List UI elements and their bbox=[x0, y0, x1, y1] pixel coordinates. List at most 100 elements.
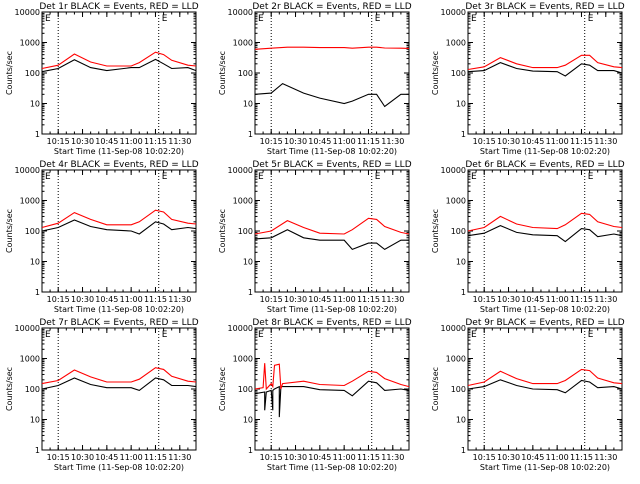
series-events-line bbox=[254, 380, 410, 418]
series-events-line bbox=[41, 219, 197, 235]
y-tick-label: 1 bbox=[461, 288, 466, 297]
panel-3: Det 3r BLACK = Events, RED = LLD 1 10 100 10… bbox=[431, 2, 625, 156]
panel-title: Det 7r BLACK = Events, RED = LLD bbox=[39, 318, 198, 328]
y-tick-label: 10000 bbox=[15, 166, 40, 175]
x-axis-label: Start Time (11-Sep-08 10:02:20) bbox=[54, 305, 184, 314]
x-axis-label: Start Time (11-Sep-08 10:02:20) bbox=[54, 147, 184, 156]
y-tick-label: 1000 bbox=[20, 39, 40, 48]
y-axis-label: Counts/sec bbox=[5, 209, 14, 253]
x-tick-label: 10:30 bbox=[497, 137, 520, 146]
x-tick-label: 10:45 bbox=[95, 295, 118, 304]
x-tick-label: 11:00 bbox=[333, 137, 356, 146]
y-tick-label: 100 bbox=[451, 385, 466, 394]
x-tick-label: 11:30 bbox=[594, 295, 617, 304]
e-marker: E bbox=[375, 330, 381, 340]
x-tick-label: 11:15 bbox=[144, 453, 167, 462]
x-tick-label: 10:30 bbox=[71, 453, 94, 462]
x-tick-label: 10:15 bbox=[260, 137, 283, 146]
e-marker: E bbox=[588, 330, 594, 340]
x-tick-label: 10:15 bbox=[473, 453, 496, 462]
x-tick-label: 11:00 bbox=[120, 453, 143, 462]
x-tick-label: 10:30 bbox=[71, 295, 94, 304]
panel-title: Det 5r BLACK = Events, RED = LLD bbox=[252, 160, 411, 170]
y-tick-label: 10000 bbox=[441, 166, 466, 175]
e-marker: E bbox=[375, 14, 381, 24]
series-lld-line bbox=[254, 46, 410, 50]
plot-frame bbox=[467, 11, 623, 135]
y-tick-label: 1 bbox=[461, 130, 466, 139]
x-tick-label: 11:00 bbox=[546, 137, 569, 146]
y-axis-label: Counts/sec bbox=[218, 51, 227, 95]
y-tick-label: 1000 bbox=[446, 355, 466, 364]
x-axis-label: Start Time (11-Sep-08 10:02:20) bbox=[267, 463, 397, 472]
panel-title: Det 1r BLACK = Events, RED = LLD bbox=[39, 2, 198, 12]
x-tick-label: 10:30 bbox=[497, 295, 520, 304]
series-lld-line bbox=[467, 212, 623, 232]
x-tick-label: 11:00 bbox=[546, 453, 569, 462]
y-tick-label: 100 bbox=[238, 227, 253, 236]
panel-title: Det 3r BLACK = Events, RED = LLD bbox=[465, 2, 624, 12]
e-marker: E bbox=[258, 330, 264, 340]
y-tick-label: 10 bbox=[30, 258, 40, 267]
y-tick-label: 10000 bbox=[15, 8, 40, 17]
e-marker: E bbox=[375, 172, 381, 182]
e-marker: E bbox=[162, 14, 168, 24]
y-tick-label: 100 bbox=[238, 69, 253, 78]
e-marker: E bbox=[588, 14, 594, 24]
series-events-line bbox=[254, 82, 409, 108]
e-marker: E bbox=[258, 172, 264, 182]
series-lld-line bbox=[254, 217, 410, 235]
x-tick-label: 10:45 bbox=[521, 453, 544, 462]
x-tick-label: 11:15 bbox=[570, 137, 593, 146]
x-tick-label: 11:15 bbox=[570, 453, 593, 462]
y-tick-label: 1000 bbox=[446, 197, 466, 206]
y-tick-label: 10000 bbox=[228, 324, 253, 333]
panel-title: Det 4r BLACK = Events, RED = LLD bbox=[39, 160, 198, 170]
y-tick-label: 1 bbox=[35, 130, 40, 139]
y-tick-label: 1000 bbox=[233, 355, 253, 364]
x-tick-label: 10:30 bbox=[497, 453, 520, 462]
x-tick-label: 10:15 bbox=[260, 295, 283, 304]
e-marker: E bbox=[162, 172, 168, 182]
y-tick-label: 10 bbox=[30, 100, 40, 109]
x-tick-label: 11:30 bbox=[381, 295, 404, 304]
plot-frame bbox=[254, 327, 410, 451]
x-tick-label: 10:15 bbox=[47, 295, 70, 304]
x-tick-label: 11:00 bbox=[120, 137, 143, 146]
plot-frame bbox=[467, 169, 623, 293]
y-tick-label: 10 bbox=[243, 258, 253, 267]
e-marker: E bbox=[588, 172, 594, 182]
e-marker: E bbox=[162, 330, 168, 340]
y-tick-label: 10 bbox=[243, 100, 253, 109]
x-tick-label: 11:30 bbox=[594, 137, 617, 146]
e-marker: E bbox=[471, 172, 477, 182]
y-tick-label: 100 bbox=[25, 385, 40, 394]
y-tick-label: 100 bbox=[25, 69, 40, 78]
x-axis-label: Start Time (11-Sep-08 10:02:20) bbox=[267, 147, 397, 156]
series-lld-line bbox=[41, 51, 197, 70]
series-events-line bbox=[254, 229, 409, 251]
series-lld-line bbox=[254, 363, 410, 391]
plot-frame bbox=[41, 327, 197, 451]
y-tick-label: 10 bbox=[456, 416, 466, 425]
y-tick-label: 10 bbox=[456, 258, 466, 267]
series-lld-line bbox=[41, 209, 197, 229]
series-events-line bbox=[41, 58, 197, 73]
x-tick-label: 10:15 bbox=[473, 137, 496, 146]
x-tick-label: 10:15 bbox=[260, 453, 283, 462]
y-tick-label: 10 bbox=[243, 416, 253, 425]
y-tick-label: 1 bbox=[248, 130, 253, 139]
x-tick-label: 11:15 bbox=[357, 137, 380, 146]
panel-title: Det 6r BLACK = Events, RED = LLD bbox=[465, 160, 624, 170]
x-tick-label: 11:15 bbox=[144, 295, 167, 304]
panel-4: Det 4r BLACK = Events, RED = LLD 1 10 100 10… bbox=[5, 160, 199, 314]
y-axis-label: Counts/sec bbox=[431, 51, 440, 95]
x-tick-label: 11:30 bbox=[594, 453, 617, 462]
y-tick-label: 10000 bbox=[228, 166, 253, 175]
y-tick-label: 1000 bbox=[233, 197, 253, 206]
y-tick-label: 1000 bbox=[446, 39, 466, 48]
y-tick-label: 10 bbox=[30, 416, 40, 425]
y-axis-label: Counts/sec bbox=[5, 51, 14, 95]
y-tick-label: 10000 bbox=[228, 8, 253, 17]
